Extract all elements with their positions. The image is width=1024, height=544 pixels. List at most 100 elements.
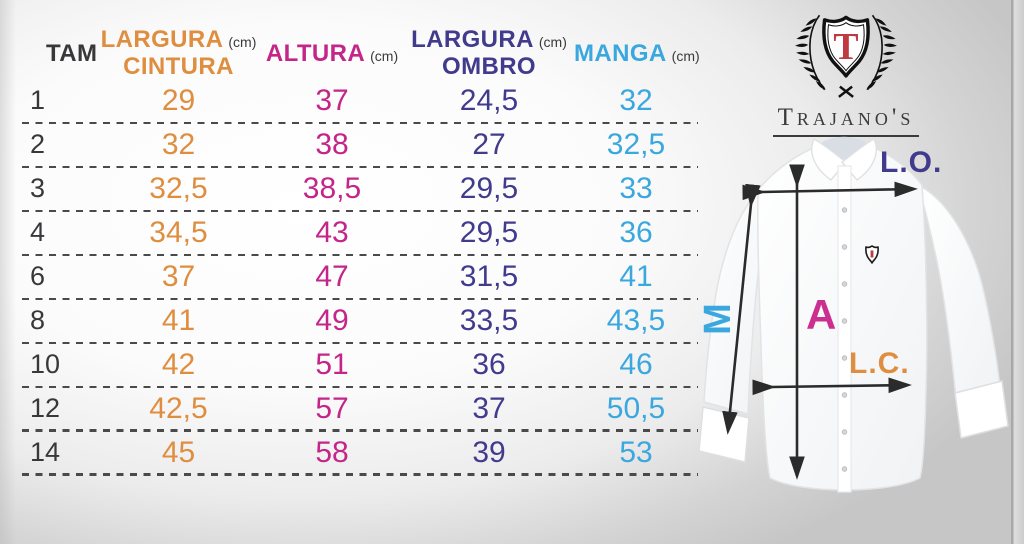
shoulder-width-arrow: [742, 181, 918, 201]
altura-cell: 38: [315, 127, 349, 161]
brand-name: Trajano's: [772, 104, 920, 137]
size-cell: 14: [30, 437, 61, 468]
column-header-manga: MANGA (cm): [574, 39, 700, 67]
manga-cell: 32: [619, 83, 653, 117]
brand-monogram: T: [833, 26, 858, 68]
size-cell: 8: [30, 305, 46, 336]
row-divider: [22, 165, 698, 168]
largura-ombro-cell: 29,5: [459, 171, 519, 205]
header-unit: (cm): [370, 47, 399, 64]
altura-cell: 47: [315, 259, 349, 293]
header-text: LARGURA: [100, 26, 224, 53]
table-row: 10 42 51 36 46: [22, 344, 698, 386]
row-divider: [22, 429, 698, 432]
altura-cell: 43: [315, 215, 349, 249]
largura-cintura-cell: 32: [161, 127, 196, 161]
table-row: 1 29 37 24,5 32: [22, 80, 698, 122]
table-row: 6 37 47 31,5 41: [22, 256, 698, 298]
largura-cintura-cell: 45: [161, 435, 196, 469]
size-cell: 12: [30, 393, 61, 424]
row-divider: [22, 297, 698, 300]
largura-cintura-cell: 41: [161, 303, 196, 337]
shoulder-width-label: L.O.: [880, 146, 943, 179]
header-text: LARGURA: [411, 26, 534, 53]
shirt-measurement-diagram: [694, 128, 1024, 544]
altura-cell: 38,5: [302, 171, 362, 205]
table-row: 8 41 49 33,5 43,5: [22, 300, 698, 342]
shirt-right-cuff: [954, 380, 1009, 439]
largura-cintura-cell: 34,5: [149, 215, 208, 249]
largura-cintura-cell: 42,5: [149, 391, 208, 425]
manga-cell: 41: [619, 259, 653, 293]
shirt-illustration: [698, 136, 1009, 493]
manga-cell: 50,5: [606, 391, 666, 425]
header-unit: (cm): [538, 34, 567, 50]
table-header-row: TAM LARGURA (cm) CINTURA ALTURA (cm) LARGU…: [22, 26, 700, 81]
header-text: CINTURA: [123, 53, 234, 81]
altura-cell: 51: [315, 347, 349, 381]
altura-cell: 37: [315, 83, 349, 117]
table-body: 1 29 37 24,5 32 2 32 38 27 32,5 3 32,5 38,5 29,5 33 4 34…: [22, 80, 698, 476]
row-divider: [22, 253, 698, 256]
page-right-edge: [1011, 0, 1024, 544]
largura-ombro-cell: 33,5: [459, 303, 519, 337]
row-divider: [22, 385, 698, 388]
size-chart-table: TAM LARGURA (cm) CINTURA ALTURA (cm) LARGU…: [22, 26, 700, 476]
table-row: 14 45 58 39 53: [22, 432, 698, 474]
largura-ombro-cell: 27: [472, 127, 506, 161]
column-header-tam: TAM: [46, 39, 98, 67]
manga-cell: 53: [619, 435, 653, 469]
column-header-largura-cintura: LARGURA (cm) CINTURA: [97, 26, 260, 81]
largura-cintura-cell: 42: [161, 347, 196, 381]
altura-cell: 58: [315, 435, 349, 469]
column-header-largura-ombro: LARGURA (cm) OMBRO: [404, 26, 574, 81]
height-label: A: [806, 291, 837, 338]
table-row: 12 42,5 57 37 50,5: [22, 388, 698, 430]
altura-cell: 49: [315, 303, 349, 337]
largura-cintura-cell: 29: [161, 83, 196, 117]
shield-icon: T: [822, 15, 870, 78]
waist-width-arrow: [752, 377, 912, 396]
row-divider: [22, 209, 698, 212]
row-divider: [22, 341, 698, 344]
largura-ombro-cell: 39: [472, 435, 506, 469]
waist-width-label: L.C.: [849, 347, 910, 380]
largura-cintura-cell: 32,5: [149, 171, 208, 205]
size-cell: 4: [30, 217, 46, 248]
row-divider: [22, 121, 698, 124]
chest-crest-icon: [865, 245, 879, 264]
shirt-neck-opening: [822, 136, 866, 165]
table-row: 3 32,5 38,5 29,5 33: [22, 168, 698, 210]
manga-cell: 33: [619, 171, 653, 205]
manga-cell: 36: [619, 215, 653, 249]
shirt-placket: [837, 165, 852, 493]
largura-cintura-cell: 37: [161, 259, 196, 293]
size-cell: 6: [30, 261, 46, 292]
largura-ombro-cell: 24,5: [459, 83, 519, 117]
largura-ombro-cell: 29,5: [459, 215, 519, 249]
largura-ombro-cell: 31,5: [459, 259, 519, 293]
size-cell: 3: [30, 173, 46, 204]
table-row: 2 32 38 27 32,5: [22, 124, 698, 166]
header-text: OMBRO: [442, 53, 536, 81]
table-row: 4 34,5 43 29,5 36: [22, 212, 698, 254]
header-text: MANGA: [574, 39, 667, 67]
size-cell: 1: [30, 85, 46, 116]
manga-cell: 46: [619, 347, 653, 381]
sleeve-length-arrow: [722, 183, 761, 435]
brand-logo: T Trajano's: [768, 6, 924, 137]
shirt-right-sleeve: [919, 184, 1001, 400]
page-left-edge: [0, 0, 16, 544]
header-unit: (cm): [228, 34, 257, 50]
sleeve-length-label: M: [697, 303, 739, 335]
shirt-left-cuff: [698, 406, 750, 463]
size-cell: 10: [30, 349, 61, 380]
header-text: ALTURA: [265, 39, 366, 67]
altura-cell: 57: [315, 391, 349, 425]
largura-ombro-cell: 37: [472, 391, 506, 425]
header-unit: (cm): [671, 47, 700, 64]
column-header-altura: ALTURA (cm): [260, 40, 404, 67]
laurel-crest-icon: T: [794, 14, 898, 98]
row-divider: [22, 473, 698, 476]
